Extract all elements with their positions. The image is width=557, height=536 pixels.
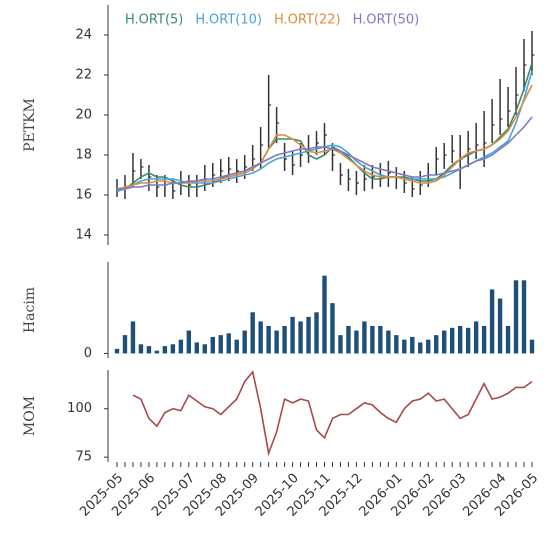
bar: [314, 312, 319, 354]
bar: [529, 339, 535, 354]
bar: [234, 339, 239, 354]
bar: [146, 346, 152, 354]
bar: [266, 326, 271, 354]
bar: [170, 344, 176, 354]
bar: [122, 335, 128, 354]
y-tick-label: 75: [75, 450, 92, 465]
bar: [258, 321, 263, 354]
bar: [394, 335, 399, 354]
line: [117, 116, 533, 190]
bar: [186, 330, 192, 354]
legend-label: H.ORT(10): [195, 13, 262, 28]
bar: [274, 330, 279, 354]
bar: [370, 326, 375, 354]
y-tick-label: 14: [75, 228, 92, 243]
bar: [465, 327, 471, 354]
bar: [386, 330, 391, 354]
bar: [306, 316, 311, 354]
bar: [290, 316, 295, 354]
y-tick-label: 20: [75, 108, 92, 123]
y-tick-label: 16: [75, 188, 92, 203]
y-tick-label: 18: [75, 148, 92, 163]
y-axis-label: MOM: [22, 396, 38, 436]
bar: [330, 303, 335, 354]
bar: [210, 336, 215, 354]
bar: [410, 336, 415, 354]
bar: [298, 321, 303, 354]
bar: [338, 335, 343, 354]
bar: [402, 339, 407, 354]
bar: [162, 346, 168, 354]
legend-label: H.ORT(50): [353, 13, 420, 28]
bar: [473, 321, 479, 354]
bar: [449, 327, 455, 354]
bar: [322, 275, 327, 354]
bar: [481, 326, 487, 354]
bar: [250, 312, 255, 354]
bar: [130, 321, 136, 354]
bar: [489, 289, 495, 354]
bar: [434, 335, 439, 354]
y-tick-label: 0: [84, 346, 92, 361]
bar: [242, 330, 247, 354]
y-tick-label: 100: [67, 401, 92, 416]
bar: [202, 344, 207, 354]
bar: [114, 348, 120, 354]
bar: [426, 339, 431, 354]
bar: [497, 298, 503, 354]
bar: [521, 280, 527, 354]
line: [116, 84, 533, 190]
bar: [378, 326, 383, 354]
bar: [354, 330, 359, 354]
bar: [282, 326, 287, 354]
line: [132, 370, 533, 457]
bar: [505, 326, 511, 354]
bar: [346, 326, 351, 354]
bar: [226, 333, 231, 354]
bar: [362, 321, 367, 354]
bar: [138, 344, 144, 354]
y-axis-label: PETKM: [22, 98, 38, 152]
bar: [513, 280, 519, 354]
bar: [154, 350, 160, 354]
bar: [178, 339, 184, 354]
bar: [418, 342, 423, 354]
bar: [442, 330, 447, 354]
legend-label: H.ORT(5): [125, 13, 183, 28]
legend-label: H.ORT(22): [274, 13, 341, 28]
y-axis-label: Hacim: [22, 287, 38, 333]
bar: [457, 326, 463, 354]
y-tick-label: 22: [75, 68, 92, 83]
bar: [194, 342, 200, 354]
bar: [218, 335, 223, 354]
y-tick-label: 24: [75, 28, 92, 43]
